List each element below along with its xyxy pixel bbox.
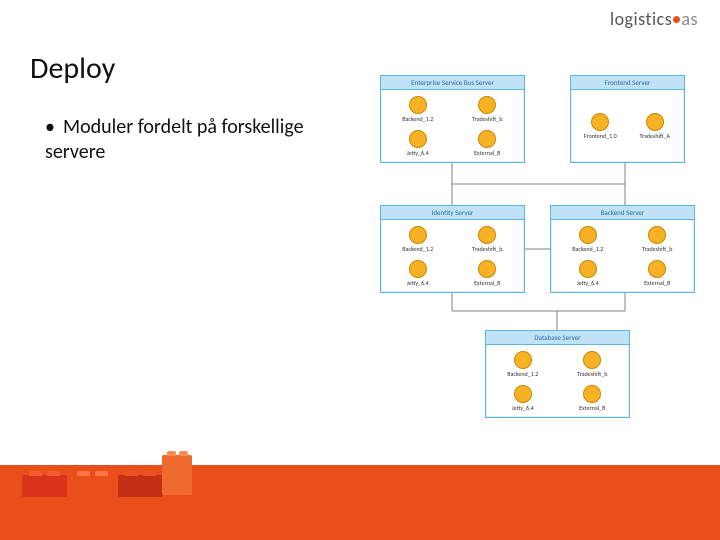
module-circle-icon xyxy=(514,351,532,369)
server-box-frontend: Frontend Server Frontend_1.0 Tradeshift_A xyxy=(570,75,685,163)
module-grid: Backend_1.2 Tradeshift_b Jetty_6.4 External… xyxy=(381,220,524,292)
module-grid: Frontend_1.0 Tradeshift_A xyxy=(571,90,684,162)
module-item: External_B xyxy=(454,130,521,157)
module-label: Backend_1.2 xyxy=(402,115,433,123)
module-item: Jetty_6.4 xyxy=(554,260,621,287)
module-circle-icon xyxy=(579,260,597,278)
logo-text-2: as xyxy=(681,8,698,30)
bullet-icon: • xyxy=(45,115,63,140)
module-circle-icon xyxy=(409,226,427,244)
module-circle-icon xyxy=(583,385,601,403)
module-item: External_B xyxy=(559,385,626,412)
module-label: Jetty_6.4 xyxy=(577,279,599,287)
brand-logo: logistics as xyxy=(610,8,698,30)
server-header: Frontend Server xyxy=(571,76,684,90)
module-label: Tradeshift_b xyxy=(642,245,672,253)
module-item: Jetty_6.4 xyxy=(384,130,451,157)
module-item: Backend_1.2 xyxy=(384,96,451,123)
lego-stud-icon xyxy=(143,471,157,476)
module-label: External_B xyxy=(474,149,500,157)
logo-dot-icon xyxy=(673,16,680,23)
module-circle-icon xyxy=(478,260,496,278)
lego-decoration xyxy=(22,435,222,505)
server-header: Backend Server xyxy=(551,206,694,220)
deployment-diagram: Enterprise Service Bus ServerBackend_1.2… xyxy=(370,75,700,435)
module-circle-icon xyxy=(583,351,601,369)
page-title: Deploy xyxy=(30,50,115,87)
lego-stud-icon xyxy=(95,471,109,476)
lego-stud-icon xyxy=(125,471,139,476)
server-box-esb: Enterprise Service Bus ServerBackend_1.2… xyxy=(380,75,525,163)
module-label: Tradeshift_A xyxy=(639,132,670,140)
lego-brick-icon xyxy=(118,475,163,497)
lego-stud-icon xyxy=(179,451,188,456)
module-label: Tradeshift_b xyxy=(577,370,607,378)
bullet-item: •Moduler fordelt på forskellige servere xyxy=(45,115,345,165)
module-label: External_B xyxy=(644,279,670,287)
module-label: Jetty_6.4 xyxy=(512,404,534,412)
module-item: Tradeshift_b xyxy=(624,226,691,253)
module-label: Tradeshift_b xyxy=(472,115,502,123)
module-circle-icon xyxy=(579,226,597,244)
server-box-database: Database Server Backend_1.2 Tradeshift_b Je… xyxy=(485,330,630,418)
module-item: External_B xyxy=(454,260,521,287)
module-item: Tradeshift_b xyxy=(454,226,521,253)
module-circle-icon xyxy=(648,226,666,244)
module-label: Jetty_6.4 xyxy=(407,279,429,287)
lego-brick-icon xyxy=(70,475,115,497)
logo-text-1: logistics xyxy=(610,8,672,30)
module-item: Frontend_1.0 xyxy=(574,113,626,140)
bullet-text: Moduler fordelt på forskellige servere xyxy=(45,115,304,164)
module-circle-icon xyxy=(409,96,427,114)
module-circle-icon xyxy=(591,113,609,131)
module-label: Backend_1.2 xyxy=(572,245,603,253)
module-circle-icon xyxy=(646,113,664,131)
module-grid: Backend_1.2 Tradeshift_b Jetty_6.4 External… xyxy=(486,345,629,417)
module-circle-icon xyxy=(478,226,496,244)
lego-stud-icon xyxy=(29,471,43,476)
module-item: Tradeshift_b xyxy=(559,351,626,378)
server-box-backend: Backend Server Backend_1.2 Tradeshift_b Jet… xyxy=(550,205,695,293)
module-item: Jetty_6.4 xyxy=(384,260,451,287)
module-item: Tradeshift_b xyxy=(454,96,521,123)
lego-brick-icon xyxy=(22,475,67,497)
module-label: Frontend_1.0 xyxy=(584,132,617,140)
module-grid: Backend_1.2 Tradeshift_b Jetty_6.4 External… xyxy=(551,220,694,292)
module-circle-icon xyxy=(409,260,427,278)
module-label: External_B xyxy=(474,279,500,287)
server-header: Database Server xyxy=(486,331,629,345)
lego-stud-icon xyxy=(77,471,91,476)
server-header: Enterprise Service Bus Server xyxy=(381,76,524,90)
lego-brick-icon xyxy=(162,455,192,495)
module-circle-icon xyxy=(478,96,496,114)
module-item: Backend_1.2 xyxy=(489,351,556,378)
module-circle-icon xyxy=(648,260,666,278)
module-item: Jetty_6.4 xyxy=(489,385,556,412)
server-header: Identity Server xyxy=(381,206,524,220)
module-label: External_B xyxy=(579,404,605,412)
module-label: Jetty_6.4 xyxy=(407,149,429,157)
lego-stud-icon xyxy=(167,451,176,456)
lego-stud-icon xyxy=(47,471,61,476)
module-item: External_B xyxy=(624,260,691,287)
module-circle-icon xyxy=(409,130,427,148)
module-item: Backend_1.2 xyxy=(384,226,451,253)
module-item: Tradeshift_A xyxy=(629,113,681,140)
module-circle-icon xyxy=(478,130,496,148)
module-label: Backend_1.2 xyxy=(402,245,433,253)
module-label: Tradeshift_b xyxy=(472,245,502,253)
module-item: Backend_1.2 xyxy=(554,226,621,253)
module-label: Backend_1.2 xyxy=(507,370,538,378)
module-circle-icon xyxy=(514,385,532,403)
module-grid: Backend_1.2 Tradeshift_b Jetty_6.4 External… xyxy=(381,90,524,162)
server-box-identity: Identity Server Backend_1.2 Tradeshift_b Je… xyxy=(380,205,525,293)
